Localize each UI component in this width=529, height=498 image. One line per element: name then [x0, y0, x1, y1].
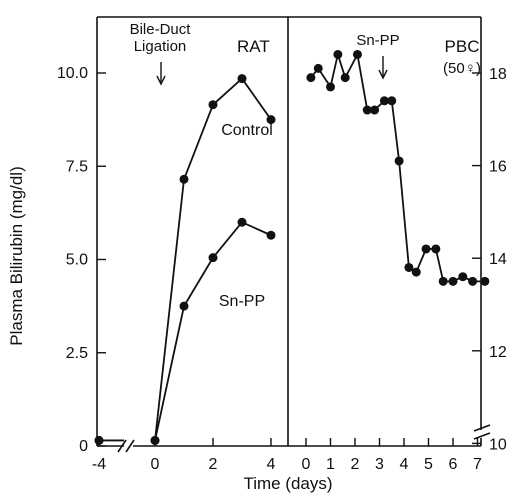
rat-y-tick-label: 0: [79, 438, 88, 455]
rat-x-tick-label: 4: [267, 456, 276, 473]
data-point-pbc: [362, 105, 372, 115]
pbc-panel: PBC (50♀) Sn-PP: [288, 16, 491, 447]
data-point-pbc: [421, 244, 431, 254]
data-point-pbc: [370, 105, 380, 115]
pbc-x-tick-label: 4: [400, 456, 409, 473]
pbc-axis-break-mark-1: [473, 424, 491, 432]
series-label-control: Control: [221, 122, 273, 139]
data-point-pbc: [313, 63, 323, 73]
pbc-panel-title: PBC: [445, 37, 480, 56]
pbc-y-tick-label: 12: [489, 344, 507, 361]
data-point-pbc: [480, 276, 490, 286]
data-point-pbc: [458, 272, 468, 282]
series-line-pbc: [310, 51, 485, 283]
data-point-pbc: [326, 82, 335, 92]
rat-annotation-line1: Bile-Duct: [130, 21, 192, 38]
pbc-x-tick-label: 7: [473, 456, 482, 473]
data-point-pbc: [306, 73, 316, 83]
rat-panel: RAT Bile-Duct Ligation Plasma Bilirubin …: [7, 16, 289, 453]
rat-ylabel: Plasma Bilirubin (mg/dl): [7, 166, 26, 346]
pbc-x-tick-label: 1: [326, 456, 335, 473]
data-point-pbc: [333, 49, 343, 59]
data-point-sn-pp: [237, 217, 247, 227]
rat-y-tick-label: 10.0: [57, 65, 88, 82]
series-label-sn-pp: Sn-PP: [219, 293, 265, 310]
chart-marks: 02.55.07.510.0-4 0 2 4ControlSn-PP101214161…: [57, 49, 507, 473]
rat-y-tick-label: 5.0: [66, 252, 88, 269]
data-point-pbc: [404, 262, 414, 272]
data-point-sn-pp: [266, 230, 276, 240]
data-point-pbc: [438, 276, 448, 286]
rat-annotation-arrow-head: [156, 75, 166, 86]
data-point-sn-pp: [179, 301, 189, 311]
pbc-x-tick-label: 2: [351, 456, 360, 473]
pbc-y-tick-label: 18: [489, 66, 507, 83]
data-point-control: [237, 74, 247, 84]
data-point-pbc: [340, 73, 350, 83]
data-point-sn-pp: [150, 435, 160, 445]
pbc-axis-break-mark-2: [473, 432, 491, 440]
rat-panel-title: RAT: [237, 37, 270, 56]
data-point-pbc: [379, 96, 389, 106]
rat-axis-break-mark-1: [117, 439, 127, 453]
data-point-pbc: [387, 96, 397, 106]
data-point-pbc: [448, 276, 458, 286]
rat-axis-break-mark-2: [125, 439, 135, 453]
pbc-x-tick-label: 6: [449, 456, 458, 473]
pbc-x-tick-label: 0: [302, 456, 311, 473]
pbc-x-tick-label: 3: [375, 456, 384, 473]
pbc-y-tick-label: 16: [489, 159, 507, 176]
data-point-pbc: [394, 156, 404, 166]
data-point-sn-pp: [94, 435, 104, 445]
rat-x-tick-label: 2: [209, 456, 218, 473]
rat-y-tick-label: 7.5: [66, 158, 88, 175]
data-point-control: [179, 174, 189, 184]
rat-x-tick-label: 0: [151, 456, 160, 473]
data-point-pbc: [431, 244, 441, 254]
x-axis-title: Time (days): [243, 474, 332, 493]
data-point-control: [266, 115, 276, 125]
pbc-annotation-label: Sn-PP: [356, 32, 399, 49]
pbc-x-tick-label: 5: [424, 456, 433, 473]
pbc-y-tick-label: 14: [489, 251, 507, 268]
data-point-pbc: [352, 49, 362, 59]
data-point-sn-pp: [208, 253, 218, 263]
data-point-control: [208, 100, 218, 110]
rat-x-tick-label: -4: [92, 456, 106, 473]
pbc-y-tick-label: 10: [489, 436, 507, 453]
data-point-pbc: [411, 267, 421, 277]
pbc-annotation-arrow-head: [378, 69, 388, 80]
rat-annotation-line2: Ligation: [134, 38, 187, 55]
rat-y-tick-label: 2.5: [66, 345, 88, 362]
data-point-pbc: [468, 276, 478, 286]
pbc-panel-subtitle: (50♀): [443, 60, 481, 77]
